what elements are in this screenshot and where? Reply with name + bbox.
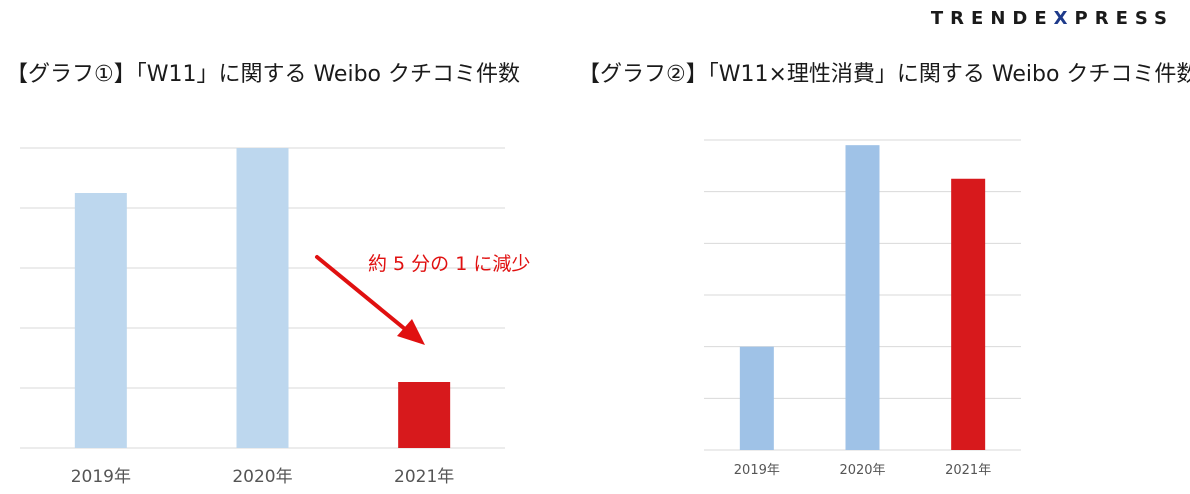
chart1-bar bbox=[236, 148, 289, 448]
chart1-title: 【グラフ①】「W11」に関する Weibo クチコミ件数 bbox=[6, 62, 520, 87]
brand-suffix: PRESS bbox=[1074, 8, 1174, 29]
chart2: 2019年 2020年 2021年 bbox=[704, 139, 1021, 478]
chart1-x-tick-label: 2020年 bbox=[232, 467, 292, 487]
brand-x: X bbox=[1053, 8, 1075, 29]
chart1-annotation-arrow-head bbox=[397, 319, 425, 345]
chart1-x-tick-label: 2021年 bbox=[394, 467, 454, 487]
chart1-annotation-text: 約 5 分の 1 に減少 bbox=[368, 253, 530, 275]
brand-prefix: TRENDE bbox=[930, 8, 1054, 29]
chart2-title: 【グラフ②】「W11×理性消費」に関する Weibo クチコミ件数 bbox=[578, 62, 1190, 87]
chart1-bar bbox=[398, 382, 451, 448]
chart2-bar bbox=[845, 145, 880, 450]
chart1: 2019年 2020年 2021年 約 5 分の 1 に減少 bbox=[20, 147, 530, 487]
chart2-x-tick-label: 2019年 bbox=[734, 463, 780, 478]
chart1-bar bbox=[74, 193, 127, 448]
chart2-x-tick-label: 2021年 bbox=[945, 463, 991, 478]
chart2-bar bbox=[951, 178, 986, 450]
brand-logo: TRENDEXPRESS bbox=[931, 8, 1174, 29]
chart2-x-tick-label: 2020年 bbox=[839, 463, 885, 478]
chart2-bar bbox=[739, 346, 774, 450]
chart1-annotation-arrow-shaft bbox=[315, 255, 413, 336]
chart1-x-tick-label: 2019年 bbox=[71, 467, 131, 487]
